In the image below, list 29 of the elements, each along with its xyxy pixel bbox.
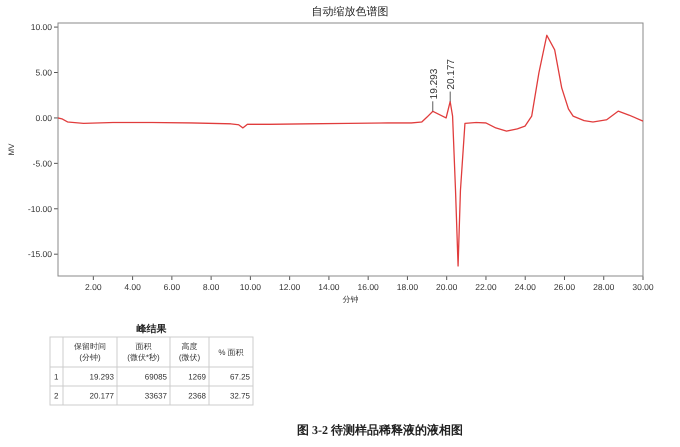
chart-title: 自动缩放色谱图 xyxy=(312,5,388,18)
x-tick-label: 8.00 xyxy=(202,282,220,292)
annotation: 20.177 xyxy=(446,58,458,90)
y-tick-label: -15.00 xyxy=(28,249,52,260)
y-tick-label: -10.00 xyxy=(28,204,52,214)
caption: 图 3-2 待测样品稀释液的液相图 xyxy=(297,423,463,437)
x-tick-label: 20.00 xyxy=(436,282,458,292)
x-tick-label: 18.00 xyxy=(396,282,418,292)
x-tick-label: 16.00 xyxy=(358,282,380,292)
table: 保留时间 (分钟) 面积 (微伏*秒) 高度 (微伏) % 面积 1 19.293 69085 1269 67.25 2 20.177 33637 2368 32.75 xyxy=(50,336,254,406)
x-tick-label: 30.00 xyxy=(632,282,654,292)
x-tick-label: 22.00 xyxy=(475,282,497,292)
text: 峰结果 xyxy=(136,323,168,335)
x-tick-label: 10.00 xyxy=(240,282,262,292)
x-tick-label: 6.00 xyxy=(164,282,180,292)
y-tick-label: 0.00 xyxy=(35,112,52,123)
y-tick-label: -5.00 xyxy=(32,158,52,168)
x-tick-label: 28.00 xyxy=(593,282,615,292)
annotation: 19.293 xyxy=(428,68,440,100)
y-axis-title: MV xyxy=(7,142,16,156)
x-tick-label: 26.00 xyxy=(554,282,576,292)
x-tick-label: 12.00 xyxy=(279,282,301,292)
x-tick-label: 24.00 xyxy=(514,282,536,292)
x-tick-label: 4.00 xyxy=(124,282,142,292)
x-tick-label: 2.00 xyxy=(85,282,102,292)
y-tick-label: 10.00 xyxy=(30,22,52,32)
x-axis-title: 分钟 xyxy=(342,295,358,304)
y-tick-label: 5.00 xyxy=(35,68,52,78)
x-tick-label: 14.00 xyxy=(318,282,340,292)
